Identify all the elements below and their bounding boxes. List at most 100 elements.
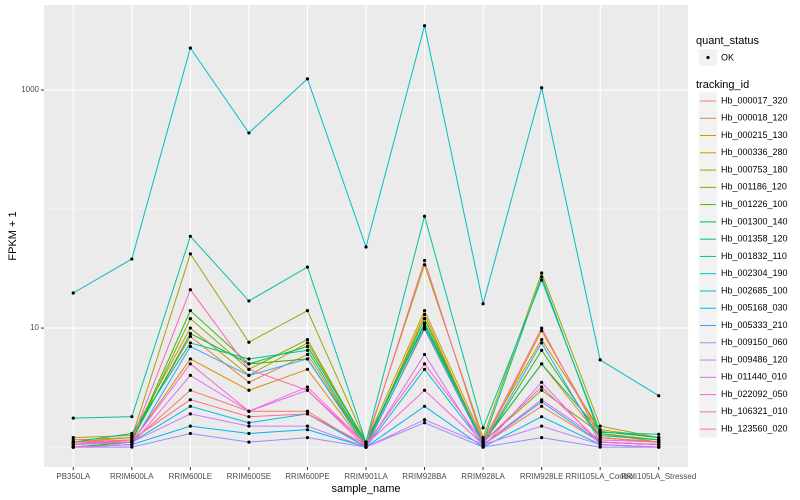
point [188, 344, 192, 349]
point [422, 404, 427, 408]
point [422, 317, 427, 321]
y-tick-label: 10 [30, 323, 39, 332]
legend-label: Hb_001186_120 [721, 182, 787, 192]
point [598, 440, 602, 444]
point [657, 445, 661, 449]
point [71, 440, 75, 444]
point [422, 309, 427, 313]
point [188, 398, 192, 402]
point [305, 412, 310, 416]
point [481, 436, 485, 440]
point [598, 436, 602, 440]
point [422, 352, 427, 357]
point [540, 271, 544, 275]
point [540, 388, 544, 392]
point [657, 440, 661, 444]
legend-label: Hb_011440_010 [721, 372, 787, 382]
point [540, 404, 544, 408]
point [598, 442, 602, 447]
legend-label: Hb_000336_280 [721, 147, 788, 157]
point [481, 438, 485, 442]
point [305, 265, 310, 269]
point [657, 442, 661, 447]
point [247, 380, 251, 384]
point [188, 334, 192, 339]
point [598, 438, 602, 442]
legend-label: Hb_001358_120 [721, 234, 788, 244]
point [540, 275, 544, 279]
point [540, 329, 544, 333]
point [305, 344, 310, 349]
point [247, 340, 251, 344]
point [188, 424, 192, 428]
point [188, 341, 192, 345]
point [422, 24, 427, 28]
point [657, 394, 661, 398]
point [247, 367, 251, 371]
point [71, 291, 75, 295]
point [422, 421, 427, 425]
point [130, 415, 134, 419]
point [364, 442, 368, 447]
x-tick-label: RRIM600LE [169, 472, 213, 481]
point [247, 362, 251, 366]
point [422, 263, 427, 267]
point [422, 388, 427, 392]
point [481, 442, 485, 447]
point [305, 77, 310, 81]
legend-label: Hb_106321_010 [721, 406, 788, 416]
point [598, 430, 602, 434]
point [305, 341, 310, 345]
legend-label: Hb_002685_100 [721, 285, 788, 295]
point [71, 416, 75, 420]
point [188, 404, 192, 408]
point [247, 388, 251, 392]
legend-label: Hb_009150_060 [721, 337, 788, 347]
point [305, 385, 310, 389]
point [422, 323, 427, 328]
point [540, 326, 544, 330]
point [422, 362, 427, 366]
point [305, 357, 310, 361]
point [422, 418, 427, 422]
x-tick-label: RRIM600LA [110, 472, 154, 481]
legend-title: tracking_id [696, 79, 749, 91]
point [305, 428, 310, 432]
point [598, 358, 602, 362]
legend-label: Hb_001832_110 [721, 251, 787, 261]
point [540, 337, 544, 342]
point [188, 357, 192, 361]
point [305, 348, 310, 352]
point [188, 309, 192, 313]
point [657, 436, 661, 440]
point [188, 252, 192, 256]
point [188, 388, 192, 392]
legend-label: Hb_000753_180 [721, 164, 788, 174]
point [305, 409, 310, 413]
point [481, 440, 485, 444]
point [540, 385, 544, 389]
point [657, 432, 661, 436]
point [305, 367, 310, 371]
point [305, 309, 310, 313]
point [481, 426, 485, 430]
point [71, 445, 75, 449]
point [540, 86, 544, 90]
point [71, 436, 75, 440]
point [481, 445, 485, 449]
x-tick-label: RRIM600PE [285, 472, 329, 481]
point [188, 331, 192, 336]
point [188, 431, 192, 436]
point [422, 326, 427, 330]
y-axis-label: FPKM + 1 [7, 211, 19, 260]
point [188, 373, 192, 378]
point [247, 409, 251, 413]
legend-label: Hb_001300_140 [721, 216, 788, 226]
point [130, 445, 134, 449]
point [188, 46, 192, 50]
point [130, 440, 134, 444]
point [247, 357, 251, 361]
point [422, 312, 427, 317]
legend-point [706, 55, 710, 60]
